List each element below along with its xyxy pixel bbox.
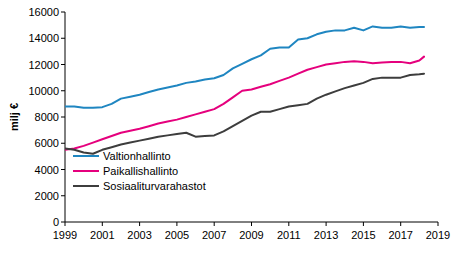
legend-swatch xyxy=(73,185,99,187)
legend-swatch xyxy=(73,170,99,172)
x-tick xyxy=(288,222,289,226)
series-line xyxy=(65,74,424,154)
y-tick xyxy=(61,12,65,13)
y-tick-label: 16000 xyxy=(28,6,59,18)
chart: 0 2000 4000 6000 8000 10000 12000 14000 16000 199… xyxy=(0,0,454,253)
x-tick xyxy=(214,222,215,226)
x-tick-label: 2013 xyxy=(314,229,338,241)
y-tick-label: 12000 xyxy=(28,59,59,71)
y-tick xyxy=(61,222,65,223)
y-tick xyxy=(61,169,65,170)
y-tick-label: 2000 xyxy=(35,190,59,202)
x-tick-label: 2007 xyxy=(202,229,226,241)
y-tick xyxy=(61,117,65,118)
y-tick-label: 14000 xyxy=(28,32,59,44)
x-tick xyxy=(176,222,177,226)
x-tick-label: 1999 xyxy=(53,229,77,241)
x-tick xyxy=(326,222,327,226)
x-tick-label: 2005 xyxy=(165,229,189,241)
x-tick xyxy=(251,222,252,226)
legend-swatch xyxy=(73,155,99,157)
x-tick-label: 2001 xyxy=(90,229,114,241)
plot-area xyxy=(65,26,424,153)
x-tick-label: 2019 xyxy=(426,229,450,241)
legend-label: Sosiaaliturvarahastot xyxy=(103,180,206,192)
x-tick xyxy=(400,222,401,226)
y-tick xyxy=(61,64,65,65)
series-line xyxy=(65,57,424,150)
x-tick xyxy=(65,222,66,226)
x-tick-label: 2003 xyxy=(127,229,151,241)
x-tick-label: 2011 xyxy=(277,229,301,241)
series-line xyxy=(65,26,424,107)
y-axis-label: milj € xyxy=(8,103,20,131)
y-tick xyxy=(61,90,65,91)
y-tick-label: 10000 xyxy=(28,85,59,97)
x-tick xyxy=(438,222,439,226)
y-tick xyxy=(61,195,65,196)
legend: Valtionhallinto Paikallishallinto Sosiaali… xyxy=(73,150,206,192)
y-tick-label: 6000 xyxy=(35,137,59,149)
y-tick-label: 8000 xyxy=(35,111,59,123)
legend-label: Paikallishallinto xyxy=(103,165,178,177)
x-tick-label: 2009 xyxy=(239,229,263,241)
x-tick-label: 2015 xyxy=(351,229,375,241)
x-tick xyxy=(139,222,140,226)
legend-label: Valtionhallinto xyxy=(103,150,171,162)
x-tick-label: 2017 xyxy=(388,229,412,241)
y-tick-label: 0 xyxy=(53,216,59,228)
y-tick xyxy=(61,38,65,39)
y-tick-label: 4000 xyxy=(35,164,59,176)
x-tick xyxy=(363,222,364,226)
y-tick xyxy=(61,143,65,144)
x-tick xyxy=(102,222,103,226)
